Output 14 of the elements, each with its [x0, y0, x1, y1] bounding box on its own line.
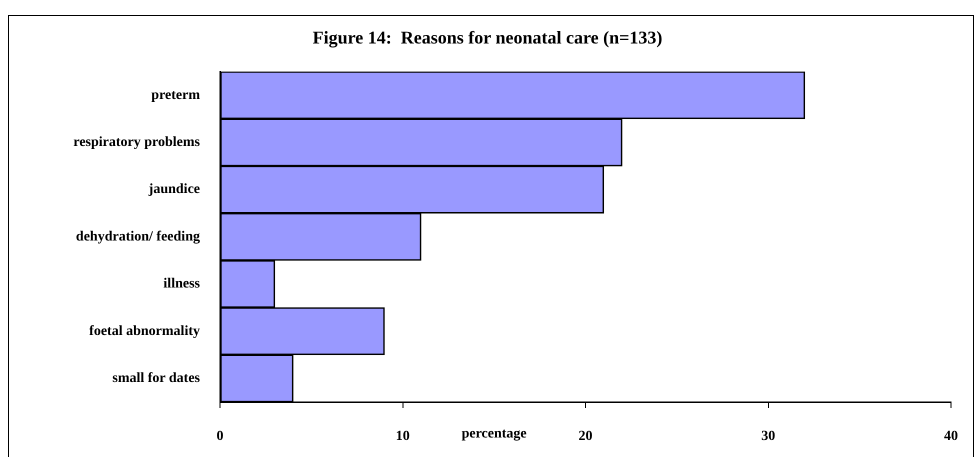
y-tick-label: dehydration/ feeding — [76, 229, 200, 244]
x-tick-label: 20 — [578, 429, 592, 444]
y-tick-label: respiratory problems — [73, 135, 201, 150]
x-tick-label: 0 — [216, 429, 224, 444]
y-tick-label: jaundice — [148, 182, 200, 198]
y-tick-label: illness — [163, 276, 201, 292]
y-tick-label: small for dates — [112, 371, 201, 386]
y-tick-label: foetal abnormality — [89, 324, 200, 339]
x-tick-label: 30 — [761, 429, 776, 444]
x-axis-title: percentage — [462, 426, 527, 442]
x-tick-label: 40 — [944, 429, 958, 444]
x-tick-label: 10 — [396, 429, 410, 444]
chart-title: Figure 14: Reasons for neonatal care (n=133) — [312, 27, 662, 48]
y-tick-label: preterm — [151, 88, 200, 103]
